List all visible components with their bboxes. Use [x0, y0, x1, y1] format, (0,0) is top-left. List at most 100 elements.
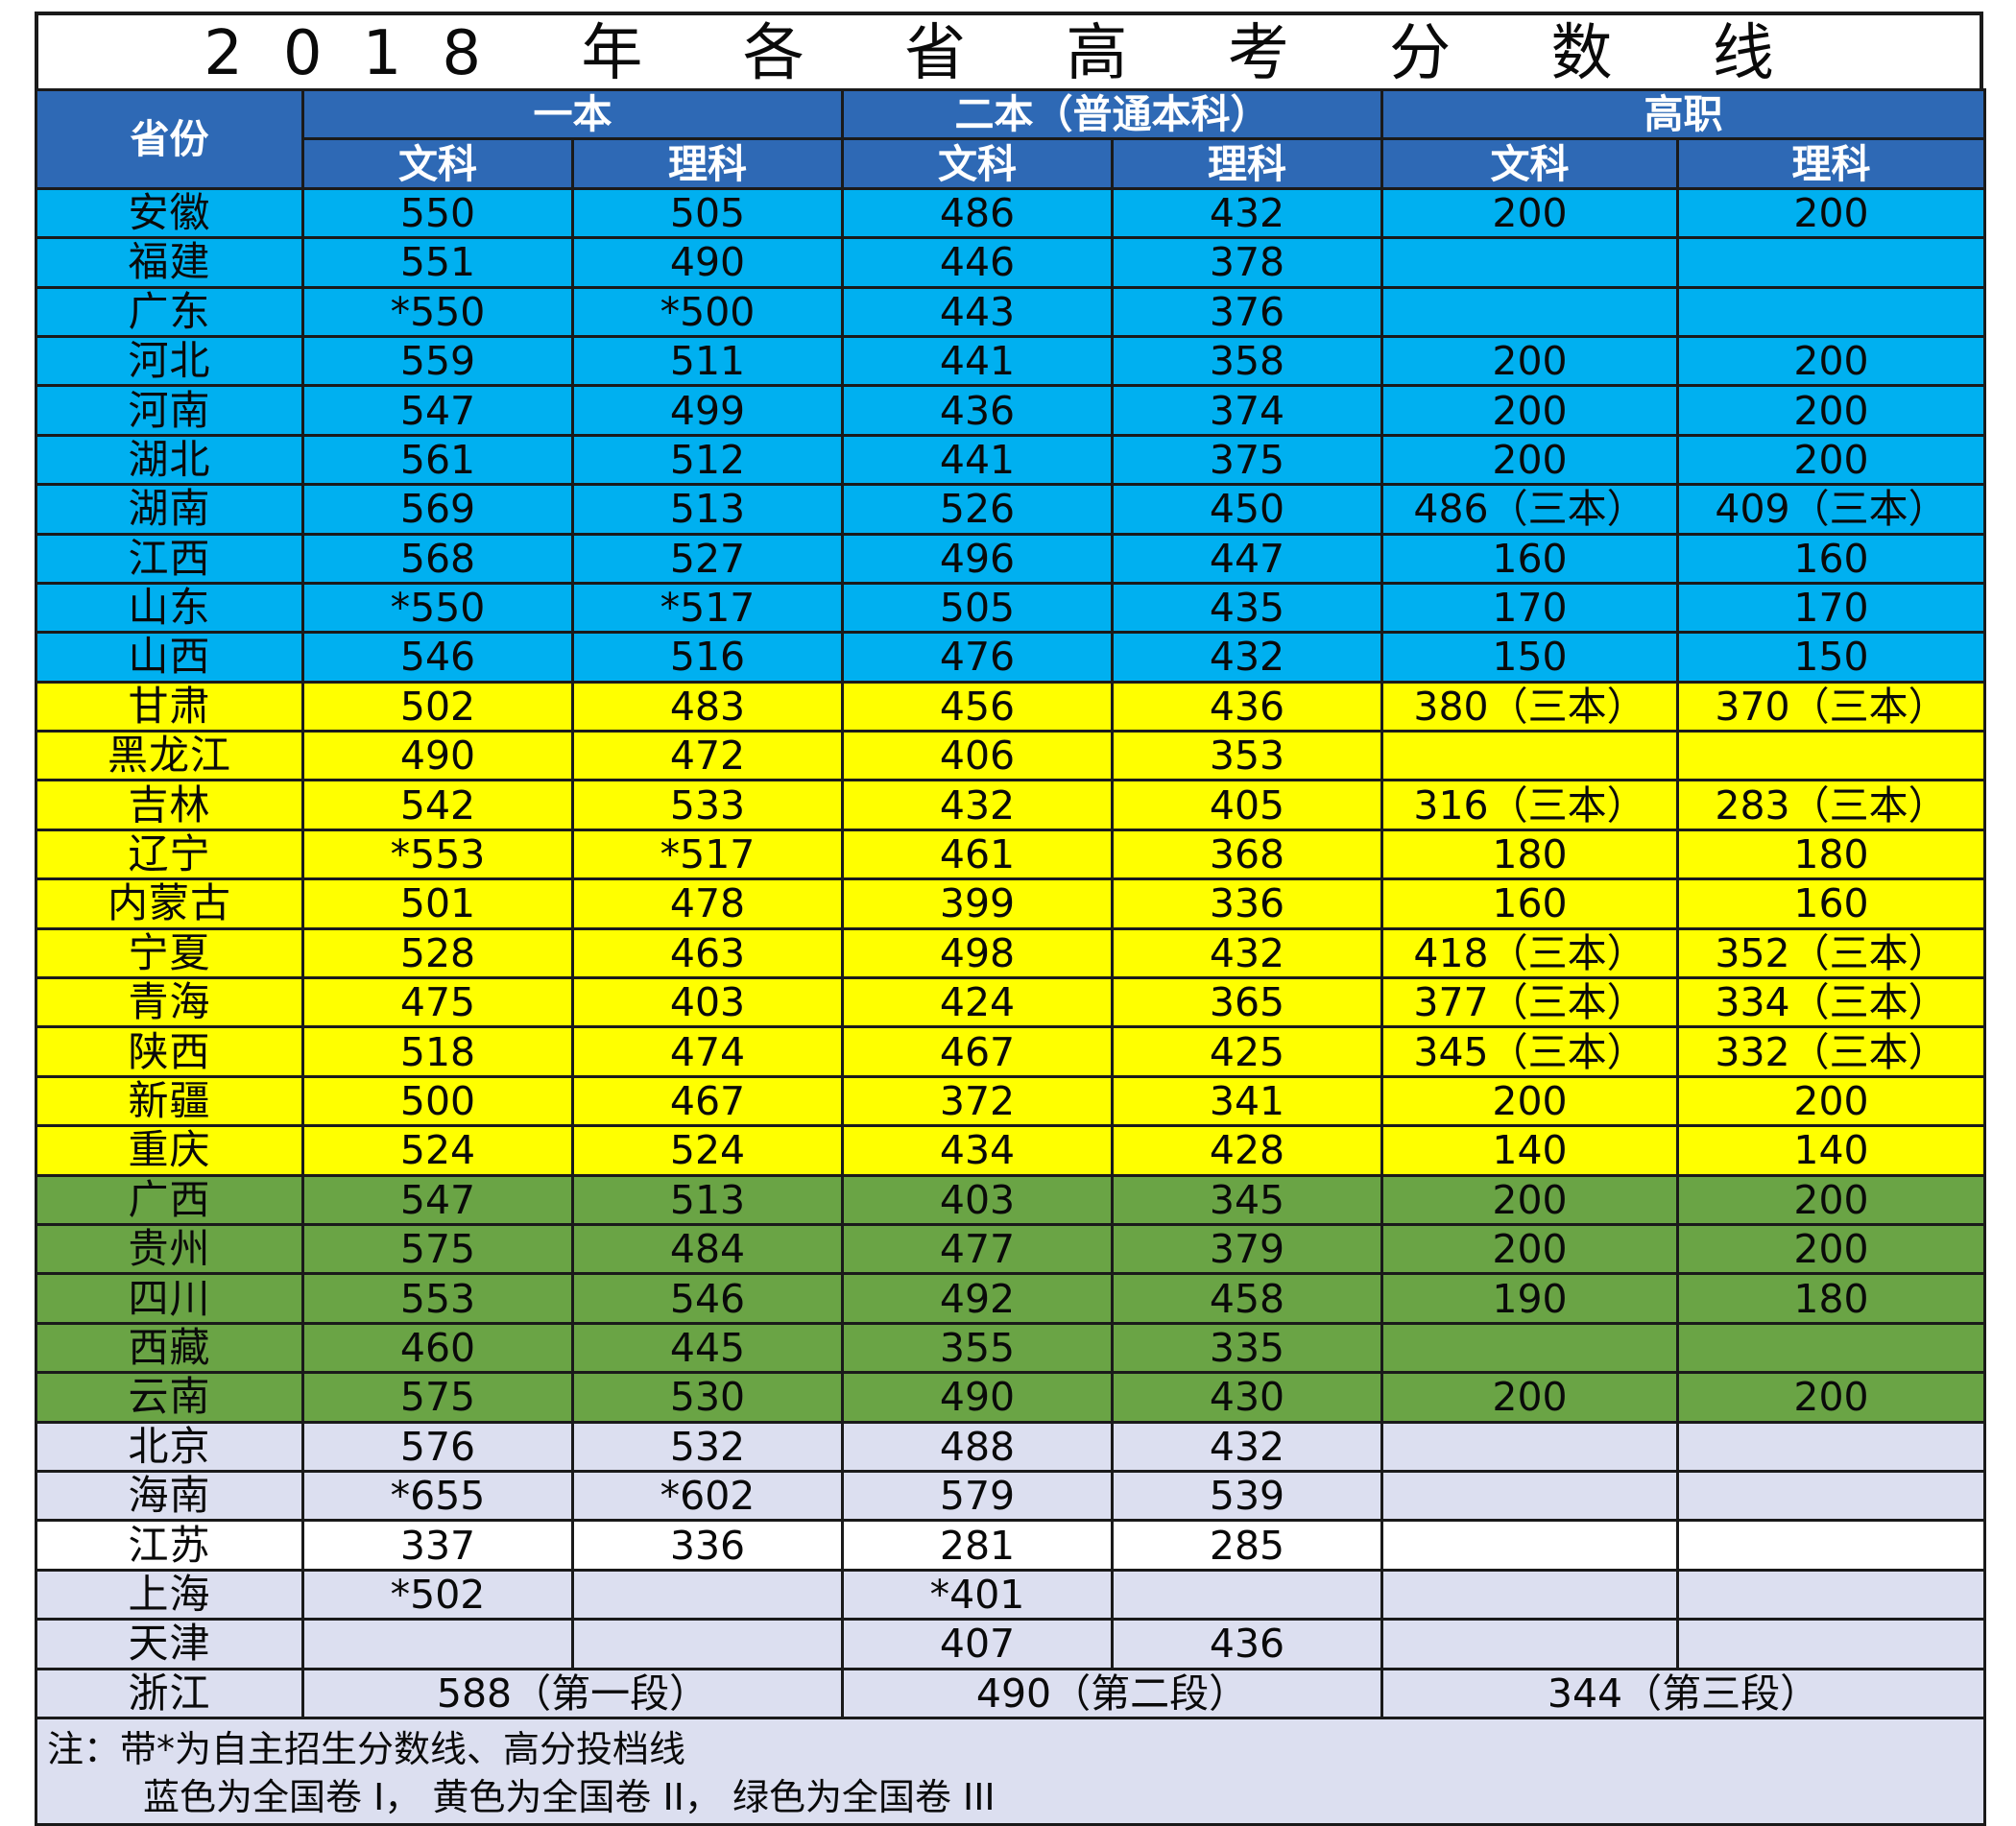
tier2-arts-cell: 406	[841, 730, 1114, 782]
tier1-science-cell: 483	[571, 680, 844, 733]
province-cell: 贵州	[35, 1222, 304, 1276]
tier1-science-cell: 532	[571, 1420, 844, 1473]
group-tier2-header: 二本（普通本科）	[841, 87, 1383, 141]
vocational-science-cell: 200	[1676, 1074, 1986, 1128]
tier1-science-cell: 512	[571, 433, 844, 487]
table-row-zhejiang: 浙江 588（第一段） 490（第二段） 344（第三段）	[35, 1667, 1986, 1719]
tier1-arts-cell: 518	[301, 1025, 574, 1078]
tier1-arts-cell: 569	[301, 483, 574, 536]
vocational-science-cell: 409（三本）	[1676, 483, 1986, 536]
province-cell: 广东	[35, 285, 304, 338]
tier2-science-cell: 345	[1111, 1173, 1383, 1226]
province-cell: 内蒙古	[35, 877, 304, 930]
zhejiang-tier2-cell: 490（第二段）	[841, 1667, 1383, 1719]
province-cell: 陕西	[35, 1025, 304, 1078]
table-row: 辽宁 *553 *517 461 368 180 180	[35, 828, 1986, 881]
tier2-arts-cell: 443	[841, 285, 1114, 338]
tier2-science-cell: 430	[1111, 1371, 1383, 1424]
tier2-arts-cell: 486	[841, 186, 1114, 240]
vocational-arts-cell: 200	[1380, 1173, 1679, 1226]
tier1-arts-cell: 547	[301, 1173, 574, 1226]
tier2-science-cell: 432	[1111, 926, 1383, 980]
vocational-arts-cell: 200	[1380, 1074, 1679, 1128]
science-header: 理科	[571, 137, 844, 190]
tier2-arts-cell: 490	[841, 1371, 1114, 1424]
table-row: 山西 546 516 476 432 150 150	[35, 631, 1986, 684]
vocational-science-cell: 170	[1676, 581, 1986, 635]
group-vocational-header: 高职	[1380, 87, 1986, 141]
zhejiang-tier3-cell: 344（第三段）	[1380, 1667, 1986, 1719]
tier2-arts-cell: 441	[841, 433, 1114, 487]
vocational-arts-cell: 377（三本）	[1380, 976, 1679, 1029]
table-row: 湖北 561 512 441 375 200 200	[35, 433, 1986, 487]
tier1-arts-cell: 575	[301, 1371, 574, 1424]
province-cell: 湖北	[35, 433, 304, 487]
tier2-arts-cell: 505	[841, 581, 1114, 635]
tier1-arts-cell: 500	[301, 1074, 574, 1128]
tier1-science-cell: 490	[571, 236, 844, 289]
tier1-arts-cell: 553	[301, 1272, 574, 1325]
vocational-arts-cell: 345（三本）	[1380, 1025, 1679, 1078]
province-cell: 黑龙江	[35, 730, 304, 782]
tier1-science-cell: 445	[571, 1321, 844, 1375]
tier1-science-cell: 530	[571, 1371, 844, 1424]
table-row: 宁夏 528 463 498 432 418（三本） 352（三本）	[35, 926, 1986, 980]
tier1-science-cell	[571, 1618, 844, 1670]
tier1-science-cell: 499	[571, 384, 844, 437]
vocational-arts-cell: 200	[1380, 1371, 1679, 1424]
province-cell: 山西	[35, 631, 304, 684]
table-row: 江苏 337 336 281 285	[35, 1519, 1986, 1572]
vocational-science-cell: 200	[1676, 384, 1986, 437]
tier2-science-cell: 378	[1111, 236, 1383, 289]
tier1-science-cell: 472	[571, 730, 844, 782]
tier2-science-cell: 432	[1111, 631, 1383, 684]
vocational-arts-cell: 160	[1380, 532, 1679, 585]
vocational-science-cell: 334（三本）	[1676, 976, 1986, 1029]
table-row: 北京 576 532 488 432	[35, 1420, 1986, 1473]
province-cell: 江西	[35, 532, 304, 585]
tier2-science-cell: 379	[1111, 1222, 1383, 1276]
tier2-arts-cell: 355	[841, 1321, 1114, 1375]
tier1-science-cell: 527	[571, 532, 844, 585]
tier2-arts-cell: 467	[841, 1025, 1114, 1078]
tier1-science-cell: 513	[571, 1173, 844, 1226]
vocational-science-cell: 200	[1676, 1173, 1986, 1226]
province-cell: 河北	[35, 334, 304, 388]
vocational-science-cell: 370（三本）	[1676, 680, 1986, 733]
vocational-science-cell	[1676, 1568, 1986, 1622]
vocational-arts-cell	[1380, 1618, 1679, 1670]
tier2-science-cell: 447	[1111, 532, 1383, 585]
vocational-arts-cell	[1380, 730, 1679, 782]
table-row: 西藏 460 445 355 335	[35, 1321, 1986, 1375]
province-cell: 山东	[35, 581, 304, 635]
table-row: 甘肃 502 483 456 436 380（三本） 370（三本）	[35, 680, 1986, 733]
table-row: 安徽 550 505 486 432 200 200	[35, 186, 1986, 240]
tier1-arts-cell: 337	[301, 1519, 574, 1572]
table-row: 云南 575 530 490 430 200 200	[35, 1371, 1986, 1424]
province-cell: 福建	[35, 236, 304, 289]
vocational-arts-cell: 200	[1380, 1222, 1679, 1276]
table-row: 青海 475 403 424 365 377（三本） 334（三本）	[35, 976, 1986, 1029]
tier2-arts-cell: 281	[841, 1519, 1114, 1572]
tier1-science-cell: 403	[571, 976, 844, 1029]
tier2-arts-cell: 434	[841, 1124, 1114, 1177]
vocational-arts-cell: 200	[1380, 186, 1679, 240]
table-row: 河南 547 499 436 374 200 200	[35, 384, 1986, 437]
table-row: 福建 551 490 446 378	[35, 236, 1986, 289]
province-cell: 湖南	[35, 483, 304, 536]
tier2-science-cell: 368	[1111, 828, 1383, 881]
tier1-science-cell: 484	[571, 1222, 844, 1276]
table-row: 陕西 518 474 467 425 345（三本） 332（三本）	[35, 1025, 1986, 1078]
vocational-science-cell: 150	[1676, 631, 1986, 684]
tier1-arts-cell: 490	[301, 730, 574, 782]
tier1-science-cell: 474	[571, 1025, 844, 1078]
tier1-arts-cell: 547	[301, 384, 574, 437]
tier2-science-cell: 450	[1111, 483, 1383, 536]
province-cell: 北京	[35, 1420, 304, 1473]
tier2-science-cell: 435	[1111, 581, 1383, 635]
province-cell: 四川	[35, 1272, 304, 1325]
vocational-science-cell: 180	[1676, 1272, 1986, 1325]
tier2-arts-cell: 372	[841, 1074, 1114, 1128]
vocational-science-cell: 180	[1676, 828, 1986, 881]
vocational-arts-cell	[1380, 1420, 1679, 1473]
